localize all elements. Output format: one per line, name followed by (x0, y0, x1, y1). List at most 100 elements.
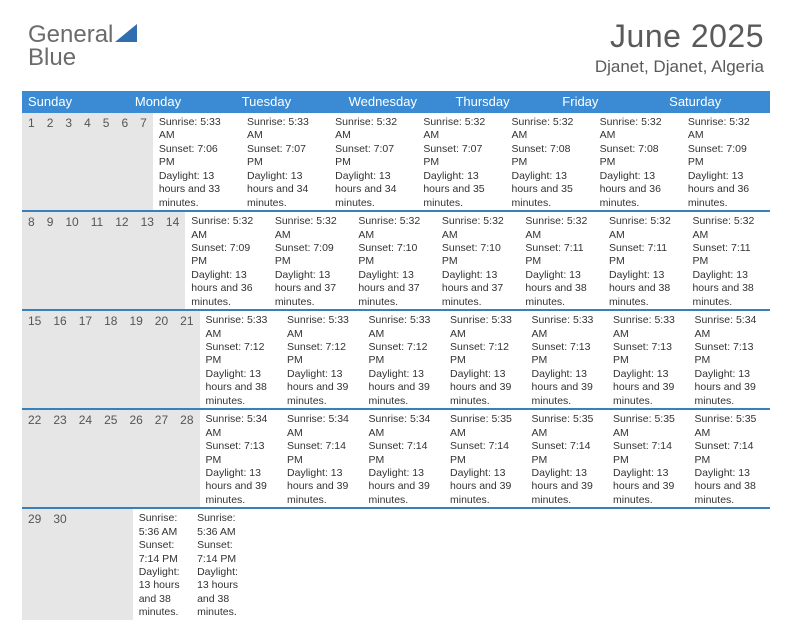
daylight-line: Daylight: 13 hours and 37 minutes. (275, 269, 347, 309)
day-number (73, 509, 85, 620)
day-info: Sunrise: 5:35 AMSunset: 7:14 PMDaylight:… (444, 410, 526, 507)
dayinfo-row: Sunrise: 5:32 AMSunset: 7:09 PMDaylight:… (185, 212, 770, 309)
sunset-line: Sunset: 7:07 PM (335, 143, 411, 170)
calendar-body: 1234567Sunrise: 5:33 AMSunset: 7:06 PMDa… (22, 113, 770, 620)
sunrise-line: Sunrise: 5:36 AM (139, 512, 185, 539)
calendar-week: 1234567Sunrise: 5:33 AMSunset: 7:06 PMDa… (22, 113, 770, 212)
sunset-line: Sunset: 7:13 PM (532, 341, 602, 368)
day-number: 10 (59, 212, 84, 309)
daylight-line: Daylight: 13 hours and 39 minutes. (369, 368, 439, 408)
day-number: 25 (98, 410, 123, 507)
dayinfo-row: Sunrise: 5:33 AMSunset: 7:12 PMDaylight:… (200, 311, 770, 408)
day-info (308, 509, 366, 620)
sunset-line: Sunset: 7:14 PM (532, 440, 602, 467)
sunset-line: Sunset: 7:14 PM (695, 440, 765, 467)
sunrise-line: Sunrise: 5:33 AM (369, 314, 439, 341)
sunrise-line: Sunrise: 5:33 AM (206, 314, 276, 341)
sunrise-line: Sunrise: 5:33 AM (613, 314, 683, 341)
daylight-line: Daylight: 13 hours and 35 minutes. (423, 170, 499, 210)
day-number: 30 (47, 509, 72, 620)
daylight-line: Daylight: 13 hours and 36 minutes. (191, 269, 263, 309)
day-info: Sunrise: 5:33 AMSunset: 7:07 PMDaylight:… (241, 113, 329, 210)
day-number: 24 (73, 410, 98, 507)
daylight-line: Daylight: 13 hours and 36 minutes. (688, 170, 764, 210)
day-number: 9 (41, 212, 60, 309)
day-info: Sunrise: 5:33 AMSunset: 7:12 PMDaylight:… (281, 311, 363, 408)
sunset-line: Sunset: 7:14 PM (197, 539, 243, 566)
daylight-line: Daylight: 13 hours and 37 minutes. (442, 269, 514, 309)
day-number: 22 (22, 410, 47, 507)
daylight-line: Daylight: 13 hours and 39 minutes. (287, 368, 357, 408)
weekday-monday: Monday (129, 91, 236, 113)
day-number: 20 (149, 311, 174, 408)
sunrise-line: Sunrise: 5:32 AM (600, 116, 676, 143)
sunset-line: Sunset: 7:14 PM (287, 440, 357, 467)
daylight-line: Daylight: 13 hours and 39 minutes. (369, 467, 439, 507)
day-number: 2 (41, 113, 60, 210)
day-number: 5 (97, 113, 116, 210)
day-number: 13 (135, 212, 160, 309)
daylight-line: Daylight: 13 hours and 34 minutes. (335, 170, 411, 210)
day-info (483, 509, 541, 620)
day-number: 8 (22, 212, 41, 309)
day-info: Sunrise: 5:33 AMSunset: 7:06 PMDaylight:… (153, 113, 241, 210)
calendar-week: 2930Sunrise: 5:36 AMSunset: 7:14 PMDayli… (22, 509, 770, 620)
dayinfo-row: Sunrise: 5:34 AM Sunset: 7:13 PM Daylight:… (200, 410, 770, 507)
day-info (366, 509, 424, 620)
sunset-line: Sunset: 7:11 PM (609, 242, 681, 269)
day-number: 18 (98, 311, 123, 408)
daylight-line: Daylight: 13 hours and 39 minutes. (532, 467, 602, 507)
sunrise-line: Sunrise: 5:32 AM (525, 215, 597, 242)
sunset-line: Sunset: 7:09 PM (275, 242, 347, 269)
logo-triangle-icon (115, 24, 137, 42)
sunrise-line: Sunrise: 5:34 AM (369, 413, 439, 440)
day-info: Sunrise: 5:34 AMSunset: 7:14 PMDaylight:… (281, 410, 363, 507)
daylight-line: Daylight: 13 hours and 39 minutes. (695, 368, 765, 408)
day-number: 14 (160, 212, 185, 309)
dayinfo-row: Sunrise: 5:33 AMSunset: 7:06 PMDaylight:… (153, 113, 770, 210)
sunrise-line: Sunrise: 5:32 AM (191, 215, 263, 242)
day-info (249, 509, 307, 620)
day-info: Sunrise: 5:32 AMSunset: 7:07 PMDaylight:… (417, 113, 505, 210)
weekday-wednesday: Wednesday (343, 91, 450, 113)
daylight-line: Daylight: 13 hours and 35 minutes. (512, 170, 588, 210)
day-number: 17 (73, 311, 98, 408)
weekday-tuesday: Tuesday (236, 91, 343, 113)
day-number (85, 509, 97, 620)
day-number (97, 509, 109, 620)
day-info: Sunrise: 5:33 AMSunset: 7:13 PMDaylight:… (607, 311, 689, 408)
sunrise-line: Sunrise: 5:33 AM (287, 314, 357, 341)
day-info: Sunrise: 5:32 AMSunset: 7:11 PMDaylight:… (686, 212, 770, 309)
sunset-line: Sunset: 7:12 PM (450, 341, 520, 368)
day-number: 29 (22, 509, 47, 620)
sunrise-line: Sunrise: 5:32 AM (692, 215, 764, 242)
daylight-line: Daylight: 13 hours and 39 minutes. (532, 368, 602, 408)
sunrise-line: Sunrise: 5:32 AM (609, 215, 681, 242)
logo-word-2: Blue (28, 44, 76, 71)
day-info: Sunrise: 5:33 AMSunset: 7:12 PMDaylight:… (444, 311, 526, 408)
daynum-row: 22232425262728 (22, 410, 200, 507)
sunrise-line: Sunrise: 5:34 AM (287, 413, 357, 440)
sunset-line: Sunset: 7:06 PM (159, 143, 235, 170)
day-number (121, 509, 133, 620)
sunset-line: Sunset: 7:13 PM (206, 440, 276, 467)
day-info: Sunrise: 5:35 AMSunset: 7:14 PMDaylight:… (689, 410, 771, 507)
title-block: June 2025 Djanet, Djanet, Algeria (595, 18, 764, 77)
daylight-line: Daylight: 13 hours and 36 minutes. (600, 170, 676, 210)
sunset-line: Sunset: 7:07 PM (423, 143, 499, 170)
day-info: Sunrise: 5:33 AMSunset: 7:12 PMDaylight:… (200, 311, 282, 408)
sunrise-line: Sunrise: 5:35 AM (532, 413, 602, 440)
day-info: Sunrise: 5:32 AMSunset: 7:09 PMDaylight:… (185, 212, 269, 309)
day-info: Sunrise: 5:32 AMSunset: 7:10 PMDaylight:… (436, 212, 520, 309)
sunrise-line: Sunrise: 5:34 AM (695, 314, 765, 341)
daylight-line: Daylight: 13 hours and 38 minutes. (695, 467, 765, 507)
sunrise-line: Sunrise: 5:35 AM (613, 413, 683, 440)
sunset-line: Sunset: 7:12 PM (206, 341, 276, 368)
calendar-week: 15161718192021Sunrise: 5:33 AMSunset: 7:… (22, 311, 770, 410)
day-number: 16 (47, 311, 72, 408)
page-header: General Blue June 2025 Djanet, Djanet, A… (0, 0, 792, 83)
daylight-line: Daylight: 13 hours and 38 minutes. (206, 368, 276, 408)
day-info: Sunrise: 5:35 AMSunset: 7:14 PMDaylight:… (607, 410, 689, 507)
day-info: Sunrise: 5:34 AMSunset: 7:13 PMDaylight:… (689, 311, 771, 408)
sunset-line: Sunset: 7:10 PM (442, 242, 514, 269)
